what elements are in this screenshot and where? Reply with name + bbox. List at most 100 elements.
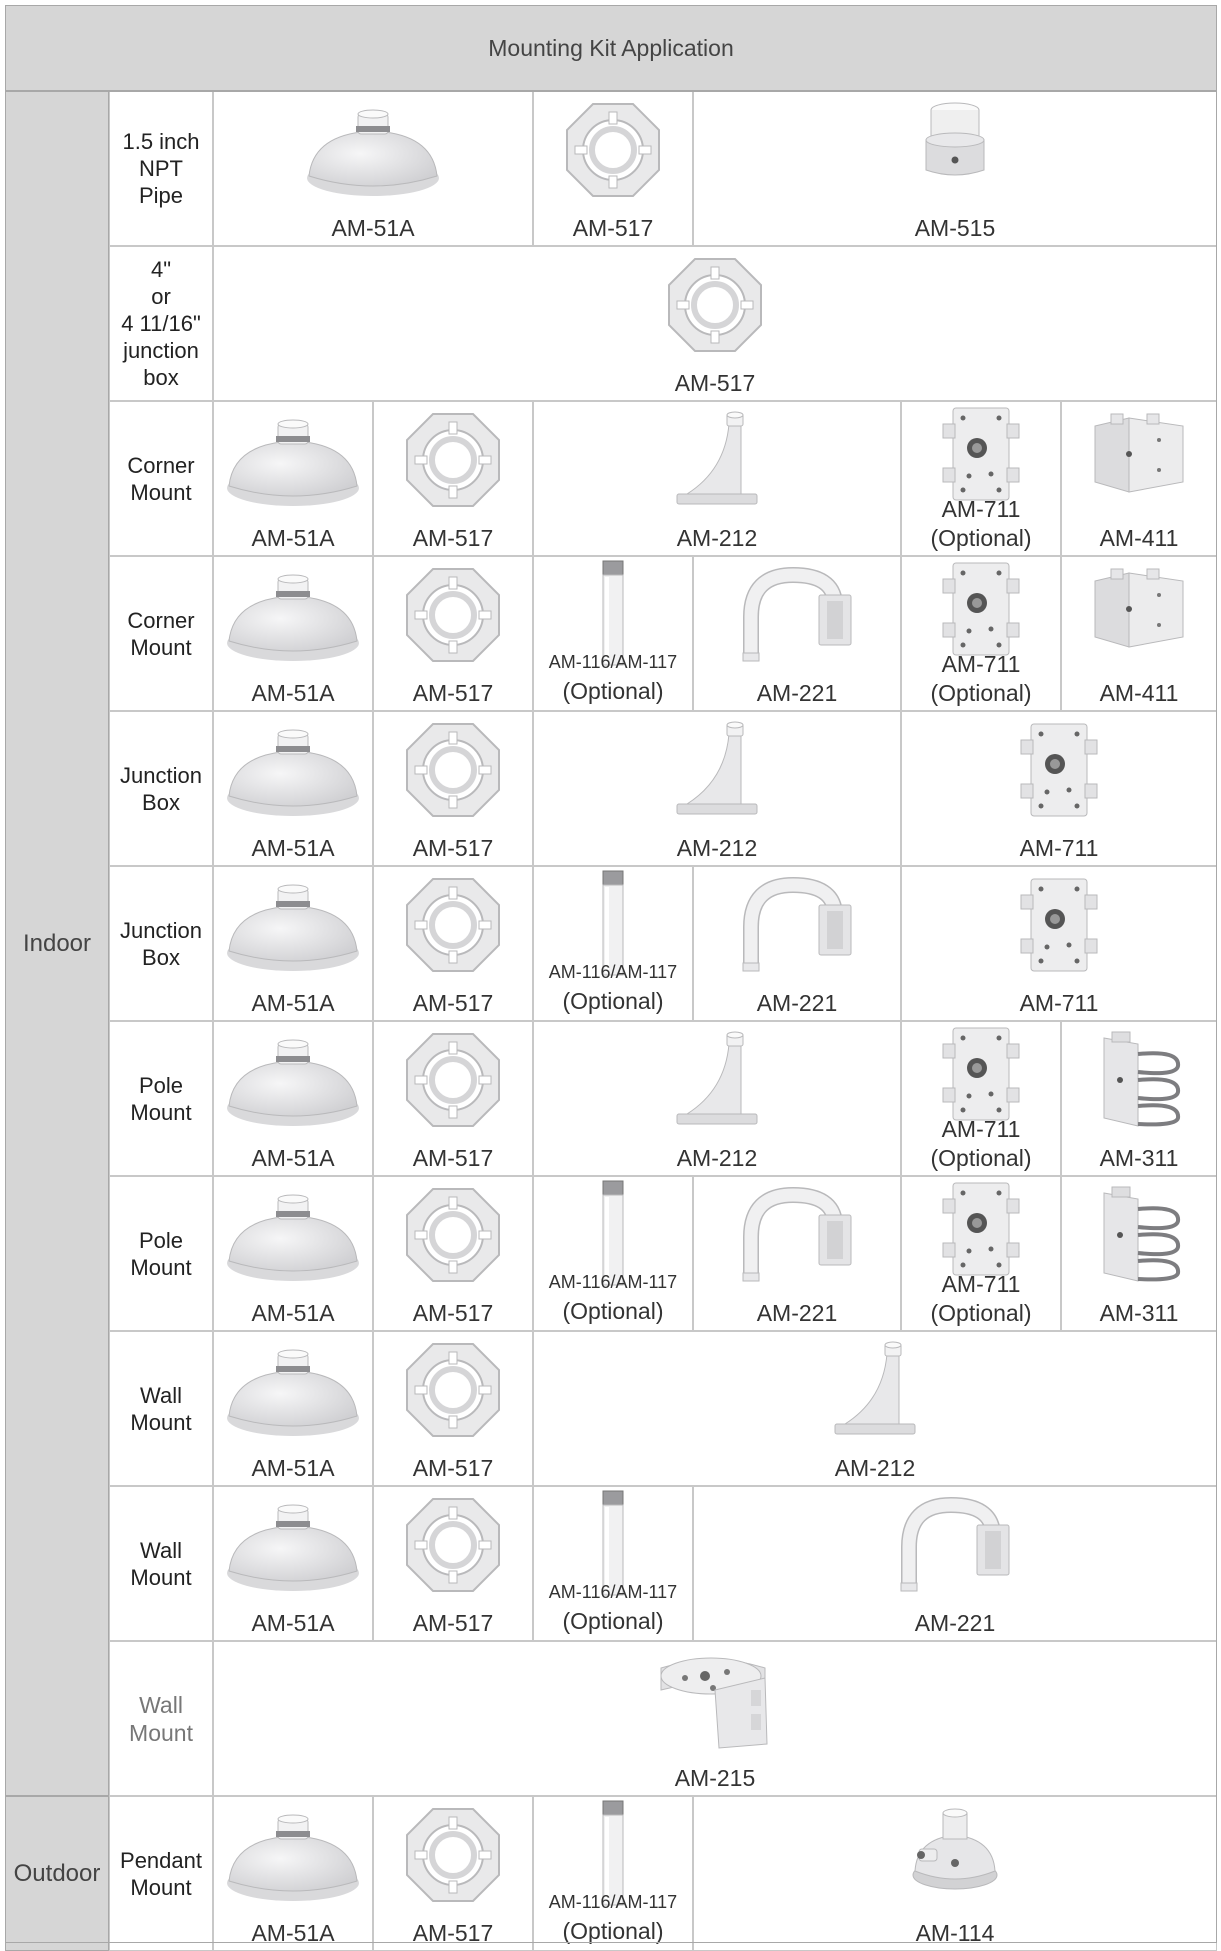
ring-plate-icon <box>403 720 503 825</box>
kit-caption: AM-517 <box>374 1299 532 1328</box>
pendant-cap-icon <box>223 875 363 980</box>
pole-bracket-icon <box>1094 1185 1184 1290</box>
kit-caption: AM-517 <box>374 1609 532 1638</box>
kit-caption: AM-51A <box>214 679 372 708</box>
kit-model-number: AM-517 <box>572 215 654 241</box>
wall-arm-icon <box>667 410 767 515</box>
kit-caption: AM-212 <box>534 834 900 863</box>
kit-caption: AM-711 (Optional) <box>902 1115 1060 1173</box>
junction-box-icon <box>941 404 1021 509</box>
gooseneck-arm-icon <box>737 875 857 980</box>
pendant-cap-icon <box>223 1805 363 1910</box>
ring-plate-icon <box>563 100 663 205</box>
kit-model-number: AM-51A <box>251 1300 335 1326</box>
kit-cell-am-517: AM-517 <box>373 866 533 1021</box>
kit-cell-am-51a: AM-51A <box>213 401 373 556</box>
wall-bracket-icon <box>655 1650 775 1755</box>
region-label-indoor: Indoor <box>5 91 109 1796</box>
extension-pipe-icon <box>596 559 630 674</box>
kit-cell-am-221: AM-221 <box>693 556 901 711</box>
kit-caption: AM-212 <box>534 524 900 553</box>
junction-box-icon <box>941 559 1021 664</box>
optional-note: (Optional) <box>930 680 1032 706</box>
kit-model-number: AM-212 <box>676 1145 758 1171</box>
row-label: Wall Mount <box>109 1486 213 1641</box>
kit-model-number: AM-517 <box>412 1300 494 1326</box>
wall-arm-icon <box>825 1340 925 1445</box>
kit-model-number: AM-51A <box>251 680 335 706</box>
kit-caption: AM-711 <box>902 834 1216 863</box>
kit-model-number: AM-51A <box>251 1455 335 1481</box>
kit-caption: AM-114 <box>694 1919 1216 1948</box>
kit-cell-am-51a: AM-51A <box>213 1331 373 1486</box>
kit-caption: AM-51A <box>214 1454 372 1483</box>
ring-plate-icon <box>403 1495 503 1600</box>
kit-caption: AM-215 <box>214 1764 1216 1793</box>
kit-model-number: AM-116/AM-117 <box>548 652 678 672</box>
kit-caption: AM-51A <box>214 1299 372 1328</box>
row-label: Pendant Mount <box>109 1796 213 1951</box>
optional-note: (Optional) <box>562 1918 664 1944</box>
extension-pipe-icon <box>596 1179 630 1294</box>
kit-caption: AM-51A <box>214 214 532 243</box>
kit-model-number: AM-517 <box>412 990 494 1016</box>
kit-cell-am-215: AM-215 <box>213 1641 1217 1796</box>
kit-model-number: AM-51A <box>251 835 335 861</box>
kit-model-number: AM-311 <box>1099 1145 1179 1171</box>
kit-cell-am-51a: AM-51A <box>213 91 533 246</box>
kit-caption: AM-116/AM-117 (Optional) <box>534 1888 692 1948</box>
kit-caption: AM-711 (Optional) <box>902 495 1060 553</box>
kit-cell-am-711: AM-711 (Optional) <box>901 1176 1061 1331</box>
kit-cell-am-221: AM-221 <box>693 1486 1217 1641</box>
ring-plate-icon <box>403 1340 503 1445</box>
kit-cell-am-311: AM-311 <box>1061 1021 1217 1176</box>
pendant-cap-icon <box>303 100 443 205</box>
kit-cell-am-212: AM-212 <box>533 1021 901 1176</box>
kit-model-number: AM-215 <box>674 1765 756 1791</box>
kit-caption: AM-517 <box>374 1454 532 1483</box>
kit-cell-am-51a: AM-51A <box>213 866 373 1021</box>
kit-cell-am-711: AM-711 (Optional) <box>901 1021 1061 1176</box>
pole-bracket-icon <box>1094 1030 1184 1135</box>
kit-model-number: AM-212 <box>834 1455 916 1481</box>
kit-caption: AM-311 <box>1062 1299 1216 1328</box>
optional-note: (Optional) <box>562 988 664 1014</box>
kit-model-number: AM-116/AM-117 <box>548 1272 678 1292</box>
junction-box-icon <box>941 1024 1021 1129</box>
ring-plate-icon <box>403 875 503 980</box>
kit-caption: AM-221 <box>694 1299 900 1328</box>
kit-model-number: AM-517 <box>674 370 756 396</box>
pendant-cap-icon <box>223 565 363 670</box>
row-label: Pole Mount <box>109 1021 213 1176</box>
kit-cell-am-411: AM-411 <box>1061 401 1217 556</box>
kit-model-number: AM-51A <box>251 1920 335 1946</box>
kit-caption: AM-311 <box>1062 1144 1216 1173</box>
kit-model-number: AM-711 <box>1019 990 1099 1016</box>
kit-cell-am-116-am-117: AM-116/AM-117 (Optional) <box>533 1176 693 1331</box>
gooseneck-arm-icon <box>737 1185 857 1290</box>
kit-caption: AM-51A <box>214 989 372 1018</box>
row-label: Wall Mount <box>109 1331 213 1486</box>
gooseneck-arm-icon <box>895 1495 1015 1600</box>
kit-cell-am-311: AM-311 <box>1061 1176 1217 1331</box>
kit-model-number: AM-116/AM-117 <box>548 962 678 982</box>
ring-plate-icon <box>403 1030 503 1135</box>
junction-box-icon <box>1019 720 1099 825</box>
ring-plate-icon <box>403 410 503 515</box>
kit-cell-am-515: AM-515 <box>693 91 1217 246</box>
kit-cell-am-51a: AM-51A <box>213 1176 373 1331</box>
junction-box-icon <box>1019 875 1099 980</box>
kit-caption: AM-116/AM-117 (Optional) <box>534 958 692 1018</box>
kit-caption: AM-517 <box>374 679 532 708</box>
kit-caption: AM-517 <box>374 989 532 1018</box>
kit-cell-am-51a: AM-51A <box>213 556 373 711</box>
kit-cell-am-51a: AM-51A <box>213 711 373 866</box>
wall-arm-icon <box>667 1030 767 1135</box>
kit-cell-am-517: AM-517 <box>373 1021 533 1176</box>
kit-cell-am-517: AM-517 <box>373 1176 533 1331</box>
table-title: Mounting Kit Application <box>5 5 1217 91</box>
kit-cell-am-212: AM-212 <box>533 1331 1217 1486</box>
kit-model-number: AM-311 <box>1099 1300 1179 1326</box>
kit-cell-am-517: AM-517 <box>213 246 1217 401</box>
kit-caption: AM-116/AM-117 (Optional) <box>534 1268 692 1328</box>
